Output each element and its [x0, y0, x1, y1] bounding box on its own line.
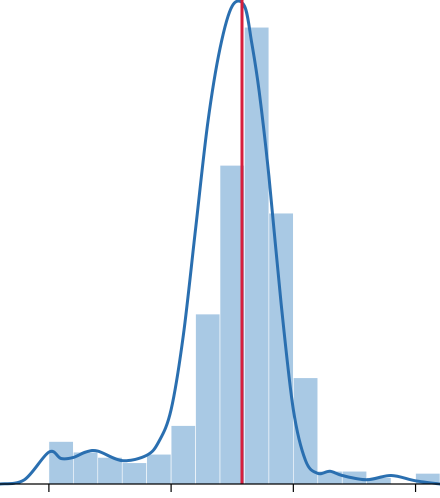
- histogram-bar: [121, 462, 147, 485]
- histogram-bar: [97, 457, 123, 485]
- histogram-bar: [195, 313, 221, 485]
- histogram-bar: [48, 441, 74, 485]
- kde-curve: [0, 0, 440, 486]
- x-axis-ticks: [48, 484, 417, 492]
- histogram-bar: [268, 212, 294, 485]
- histogram-bar: [170, 425, 196, 485]
- histogram-bar: [146, 453, 172, 485]
- histogram-bar: [244, 26, 270, 485]
- histogram-bars: [48, 26, 440, 485]
- histogram-bar: [219, 165, 245, 485]
